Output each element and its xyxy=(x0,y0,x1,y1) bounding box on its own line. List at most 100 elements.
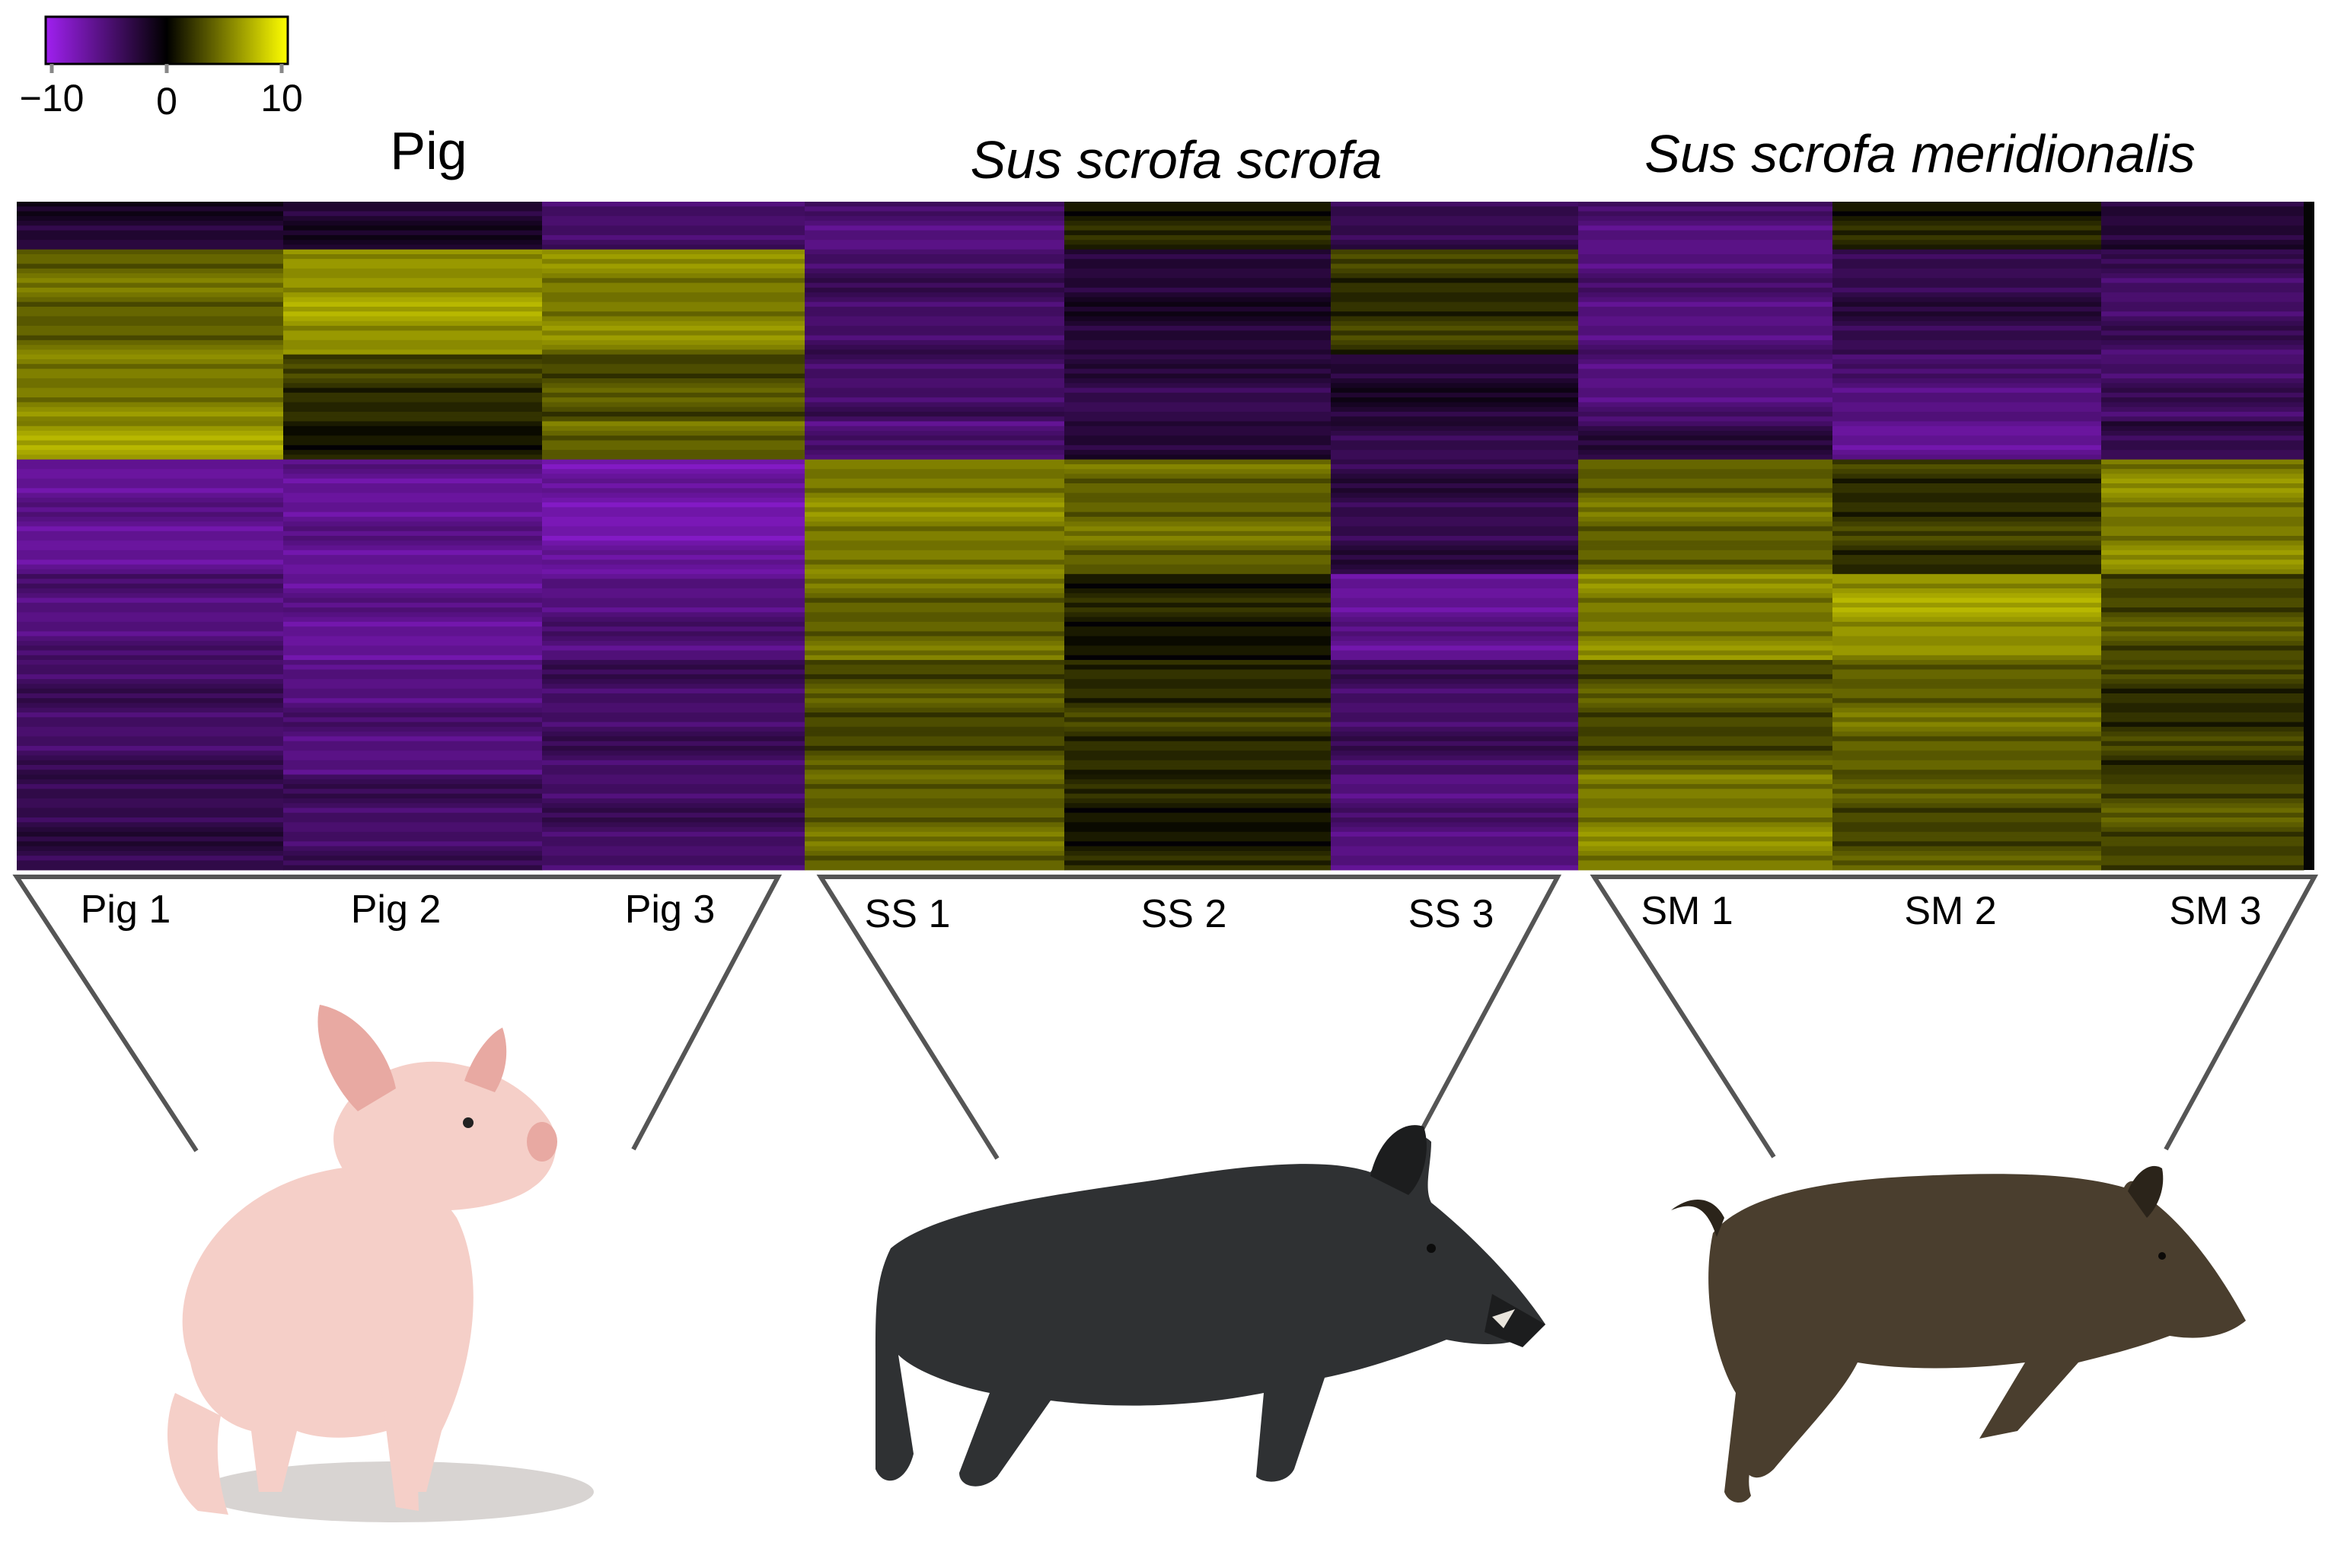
heatmap-cell xyxy=(283,655,543,661)
heatmap-cell xyxy=(2101,827,2304,833)
heatmap-cell xyxy=(2101,664,2304,670)
heatmap-cell xyxy=(1331,765,1579,770)
heatmap-cell xyxy=(1331,507,1579,513)
heatmap-cell xyxy=(805,225,1065,231)
heatmap-cell xyxy=(542,703,805,709)
heatmap-cell xyxy=(1331,722,1579,728)
heatmap-cell xyxy=(1331,755,1579,761)
heatmap-cell xyxy=(542,244,805,250)
heatmap-cell xyxy=(17,225,284,231)
heatmap-cell xyxy=(542,674,805,680)
heatmap-cell xyxy=(542,755,805,761)
heatmap-cell xyxy=(1331,621,1579,627)
heatmap-cell xyxy=(1064,435,1332,441)
heatmap-cell xyxy=(1832,679,2102,684)
heatmap-cell xyxy=(1578,717,1833,722)
heatmap-cell xyxy=(17,359,284,365)
heatmap-cell xyxy=(542,273,805,279)
heatmap-cell xyxy=(1064,211,1332,217)
heatmap-cell xyxy=(1331,650,1579,656)
heatmap-cell xyxy=(1832,722,2102,728)
heatmap-cell xyxy=(1578,607,1833,613)
heatmap-cell xyxy=(17,473,284,480)
heatmap-cell xyxy=(1064,684,1332,690)
heatmap-cell xyxy=(1578,745,1833,751)
heatmap-cell xyxy=(1064,278,1332,284)
heatmap-cell xyxy=(1331,301,1579,308)
heatmap-cell xyxy=(1064,421,1332,427)
heatmap-cell xyxy=(2101,230,2304,236)
heatmap-cell xyxy=(1578,669,1833,675)
heatmap-cell xyxy=(805,602,1065,608)
heatmap-cell xyxy=(805,698,1065,703)
heatmap-cell xyxy=(1064,326,1332,331)
heatmap-cell xyxy=(1064,674,1332,680)
heatmap-cell xyxy=(283,406,543,413)
heatmap-cell xyxy=(1331,383,1579,388)
heatmap-cell xyxy=(1832,253,2102,260)
heatmap-cell xyxy=(1331,817,1579,823)
heatmap-cell xyxy=(1331,789,1579,795)
heatmap-cell xyxy=(283,846,543,852)
heatmap-cell xyxy=(1064,540,1332,546)
heatmap-cell xyxy=(17,865,284,871)
heatmap-cell xyxy=(805,483,1065,489)
heatmap-cell xyxy=(542,798,805,804)
heatmap-cell xyxy=(17,779,284,785)
heatmap-cell xyxy=(1064,655,1332,661)
heatmap-cell xyxy=(542,745,805,751)
heatmap-cell xyxy=(805,583,1065,589)
heatmap-cell xyxy=(805,774,1065,780)
heatmap-cell xyxy=(1832,349,2102,355)
heatmap-cell xyxy=(2101,612,2304,618)
heatmap-cell xyxy=(1578,660,1833,665)
heatmap-cell xyxy=(805,425,1065,432)
heatmap-cell xyxy=(17,617,284,623)
heatmap-cell xyxy=(1064,234,1332,241)
heatmap-cell xyxy=(1578,731,1833,737)
heatmap-cell xyxy=(542,502,805,508)
heatmap-cell xyxy=(2101,411,2304,417)
heatmap-cell xyxy=(805,402,1065,408)
heatmap-cell xyxy=(283,745,543,751)
heatmap-cell xyxy=(17,536,284,541)
heatmap-cell xyxy=(2101,521,2304,527)
heatmap-cell xyxy=(1578,339,1833,346)
bracket-sm xyxy=(1590,875,2319,1158)
heatmap-cell xyxy=(1832,856,2102,861)
heatmap-cell xyxy=(1331,469,1579,474)
heatmap-cell xyxy=(1064,598,1332,604)
heatmap-cell xyxy=(805,688,1065,694)
heatmap-cell xyxy=(1832,268,2102,274)
heatmap-cell xyxy=(2101,770,2304,775)
heatmap-cell xyxy=(1331,812,1579,818)
heatmap-cell xyxy=(283,221,543,226)
heatmap-cell xyxy=(1331,660,1579,665)
heatmap-cell xyxy=(1578,850,1833,856)
heatmap-cell xyxy=(1578,306,1833,312)
heatmap-cell xyxy=(17,306,284,312)
heatmap-cell xyxy=(283,593,543,598)
heatmap-cell xyxy=(283,736,543,742)
heatmap-cell xyxy=(17,330,284,336)
heatmap-cell xyxy=(283,311,543,317)
heatmap-cell xyxy=(805,846,1065,852)
heatmap-cell xyxy=(1331,263,1579,269)
heatmap-cell xyxy=(283,320,543,327)
heatmap-cell xyxy=(1832,240,2102,245)
heatmap-cell xyxy=(17,292,284,298)
heatmap-cell xyxy=(805,215,1065,221)
heatmap-cell xyxy=(1832,221,2102,226)
heatmap-cell xyxy=(283,569,543,575)
heatmap-cell xyxy=(2101,445,2304,451)
heatmap-cell xyxy=(805,364,1065,369)
heatmap-cell xyxy=(1331,717,1579,722)
heatmap-cell xyxy=(1331,316,1579,322)
heatmap-cell xyxy=(2101,297,2304,303)
heatmap-cell xyxy=(1064,521,1332,527)
heatmap-cell xyxy=(1064,473,1332,480)
heatmap-cell xyxy=(1832,249,2102,255)
heatmap-cell xyxy=(1064,569,1332,575)
heatmap-cell xyxy=(542,402,805,408)
heatmap-cell xyxy=(542,784,805,789)
